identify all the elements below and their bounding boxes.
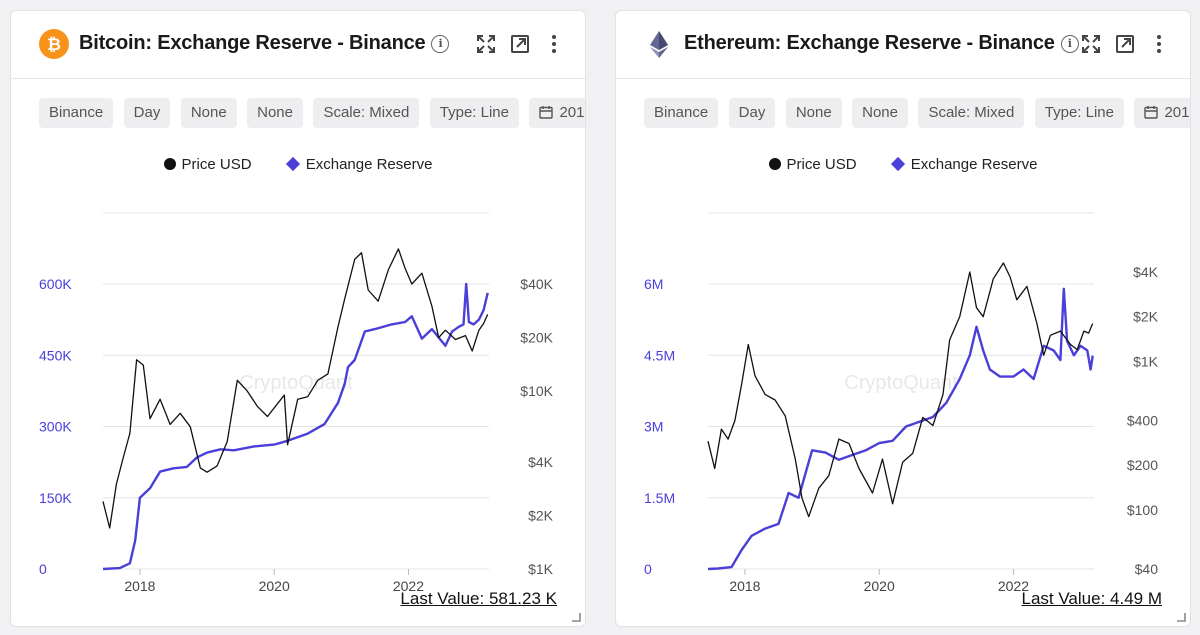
ethereum-icon (650, 31, 668, 58)
more-options-icon[interactable] (1148, 33, 1170, 55)
chart-controls: Binance Day None None Scale: Mixed Type:… (644, 98, 1190, 128)
last-value: Last Value: 4.49 M (1021, 589, 1163, 608)
x-tick-label: 2018 (124, 578, 155, 591)
type-select[interactable]: Type: Line (1034, 98, 1124, 128)
series-line-exchange-reserve (102, 282, 489, 571)
right-tick-label: $1K (528, 561, 554, 577)
legend-price[interactable]: Price USD (768, 156, 857, 173)
svg-text:₿: ₿ (47, 35, 61, 55)
ethereum-reserve-chart[interactable]: 0 1.5M 3M 4.5M 6M $40 $100 $200 $400 $1K $2K $4K 201… (616, 191, 1191, 591)
card-header: Ethereum: Exchange Reserve - Binance i (616, 11, 1190, 79)
interval-select[interactable]: Day (728, 98, 776, 128)
bitcoin-icon: ₿ (39, 29, 69, 59)
right-tick-label: $40 (1135, 561, 1159, 577)
left-tick-label: 0 (644, 561, 652, 577)
bitcoin-chart-card: ₿ Bitcoin: Exchange Reserve - Binance i B… (10, 10, 586, 627)
indicator-select[interactable]: None (852, 98, 908, 128)
open-external-icon[interactable] (509, 33, 531, 55)
moving-average-select[interactable]: None (785, 98, 842, 128)
scale-select[interactable]: Scale: Mixed (313, 98, 420, 128)
right-tick-label: $2K (1133, 309, 1159, 325)
series-line-price-usd (707, 262, 1094, 518)
expand-icon[interactable] (475, 33, 497, 55)
ethereum-chart-card: Ethereum: Exchange Reserve - Binance i Bi… (615, 10, 1191, 627)
info-icon[interactable]: i (1060, 35, 1079, 53)
left-tick-label: 6M (644, 276, 663, 292)
left-tick-label: 3M (644, 419, 663, 435)
more-options-icon[interactable] (543, 33, 565, 55)
resize-handle[interactable] (1176, 612, 1186, 622)
date-range-picker[interactable]: 2017-06 (1134, 98, 1190, 128)
calendar-icon (1144, 106, 1159, 119)
last-value: Last Value: 581.23 K (400, 589, 557, 608)
left-tick-label: 0 (39, 561, 47, 577)
calendar-icon (539, 106, 554, 119)
x-tick-label: 2018 (729, 578, 760, 591)
right-tick-label: $4K (1133, 264, 1159, 280)
card-header: ₿ Bitcoin: Exchange Reserve - Binance i (11, 11, 585, 79)
left-tick-label: 450K (39, 347, 72, 363)
legend-reserve[interactable]: Exchange Reserve (285, 156, 432, 173)
x-tick-label: 2022 (998, 578, 1029, 591)
chart-legend: Price USD Exchange Reserve (616, 156, 1190, 173)
scale-select[interactable]: Scale: Mixed (918, 98, 1025, 128)
moving-average-select[interactable]: None (180, 98, 237, 128)
x-tick-label: 2020 (259, 578, 290, 591)
chart-controls: Binance Day None None Scale: Mixed Type:… (39, 98, 585, 128)
expand-icon[interactable] (1080, 33, 1102, 55)
left-tick-label: 150K (39, 490, 72, 506)
info-icon[interactable]: i (431, 35, 450, 53)
right-tick-label: $2K (528, 507, 554, 523)
right-tick-label: $4K (528, 454, 554, 470)
interval-select[interactable]: Day (123, 98, 171, 128)
resize-handle[interactable] (571, 612, 581, 622)
legend-price[interactable]: Price USD (163, 156, 252, 173)
date-range-picker[interactable]: 2017-06 (529, 98, 585, 128)
bitcoin-reserve-chart[interactable]: 0 150K 300K 450K 600K $1K $2K $4K $10K $20K $40K 20… (11, 191, 586, 591)
chart-legend: Price USD Exchange Reserve (11, 156, 585, 173)
right-tick-label: $100 (1127, 502, 1158, 518)
x-tick-label: 2022 (393, 578, 424, 591)
left-tick-label: 1.5M (644, 490, 675, 506)
right-tick-label: $20K (520, 330, 553, 346)
x-tick-label: 2020 (864, 578, 895, 591)
card-title: Ethereum: Exchange Reserve - Binance i (684, 32, 1079, 55)
exchange-select[interactable]: Binance (644, 98, 719, 128)
series-line-price-usd (102, 248, 489, 529)
right-tick-label: $1K (1133, 353, 1159, 369)
right-tick-label: $10K (520, 383, 553, 399)
left-tick-label: 4.5M (644, 347, 675, 363)
left-tick-label: 300K (39, 419, 72, 435)
series-line-exchange-reserve (707, 287, 1094, 571)
left-tick-label: 600K (39, 276, 72, 292)
right-tick-label: $400 (1127, 413, 1158, 429)
right-tick-label: $40K (520, 276, 553, 292)
watermark: CryptoQuant (239, 372, 353, 394)
watermark: CryptoQuant (844, 372, 958, 394)
type-select[interactable]: Type: Line (429, 98, 519, 128)
open-external-icon[interactable] (1114, 33, 1136, 55)
card-title: Bitcoin: Exchange Reserve - Binance i (79, 32, 450, 55)
indicator-select[interactable]: None (247, 98, 303, 128)
exchange-select[interactable]: Binance (39, 98, 114, 128)
right-tick-label: $200 (1127, 457, 1158, 473)
legend-reserve[interactable]: Exchange Reserve (890, 156, 1037, 173)
